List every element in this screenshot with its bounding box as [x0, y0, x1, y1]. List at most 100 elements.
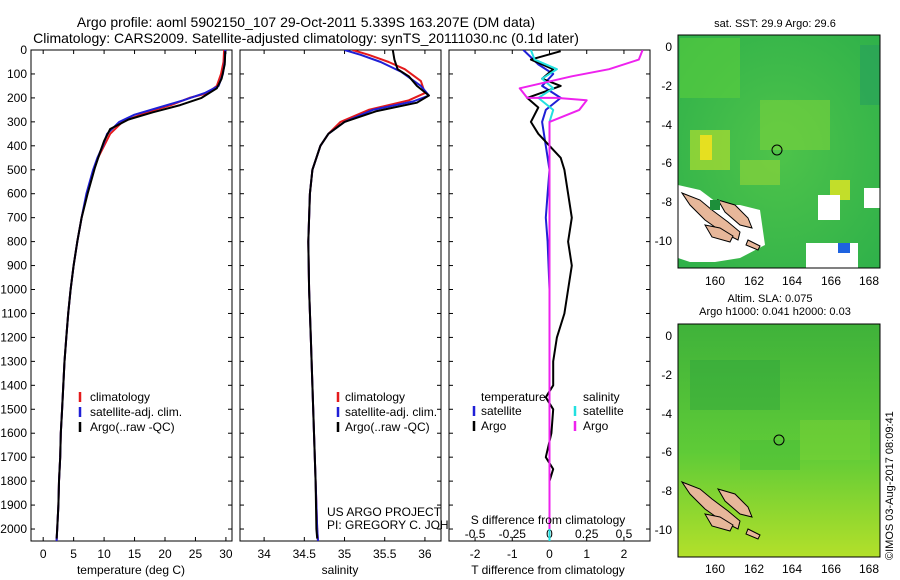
difference-x-ticks: -2 -1 0 1 2 — [470, 50, 628, 561]
island-shape — [680, 480, 741, 530]
difference-legend: temperature salinity satellite Argo sate… — [472, 390, 624, 433]
sst-cold-spot — [838, 243, 850, 253]
depth-tick-label: 1200 — [0, 330, 27, 344]
x-tick-label: -1 — [507, 547, 518, 561]
difference-xlabel: T difference from climatology — [471, 563, 625, 577]
depth-tick-label: 300 — [7, 115, 27, 129]
island-shape — [716, 488, 753, 518]
x-tick-label: 5 — [70, 547, 77, 561]
map-ytick: -4 — [661, 118, 672, 132]
map-xtick: 164 — [782, 274, 802, 288]
depth-tick-label: 900 — [7, 259, 27, 273]
x-top-tick-label: 0.25 — [575, 527, 599, 541]
depth-tick-label: 400 — [7, 139, 27, 153]
depth-tick-label: 1000 — [0, 283, 27, 297]
map-ytick: -8 — [661, 484, 672, 498]
sst-map-field — [678, 35, 880, 268]
sla-patch — [740, 440, 800, 470]
sst-map-yticks: 0 -2 -4 -6 -8 -10 — [655, 40, 673, 248]
depth-tick-label: 1300 — [0, 354, 27, 368]
legend-label-argo: Argo(..raw -QC) — [90, 420, 175, 434]
sst-missing-data — [864, 188, 880, 208]
argo-float-position-marker — [773, 434, 785, 446]
x-tick-label: 15 — [128, 547, 142, 561]
difference-y-ticks — [449, 49, 650, 530]
x-tick-label: 35.5 — [373, 547, 397, 561]
map-ytick: 0 — [665, 40, 672, 54]
depth-tick-label: 700 — [7, 211, 27, 225]
salinity-legend: climatology satellite-adj. clim. Argo(..… — [336, 390, 437, 434]
map-ytick: -8 — [661, 195, 672, 209]
temperature-legend: climatology satellite-adj. clim. Argo(..… — [78, 390, 182, 434]
legend-label-argo: Argo(..raw -QC) — [345, 420, 430, 434]
sst-map-frame — [677, 34, 881, 269]
map-xtick: 160 — [705, 562, 725, 576]
map-xtick: 168 — [859, 274, 879, 288]
map-ytick: -10 — [655, 234, 673, 248]
x-top-tick-label: 0.5 — [616, 527, 633, 541]
series-line-s-argo — [518, 50, 644, 529]
temperature-xlabel: temperature (deg C) — [77, 563, 185, 577]
legend-heading-salinity: salinity — [583, 390, 620, 404]
depth-tick-label: 200 — [7, 91, 27, 105]
x-tick-label: 1 — [583, 547, 590, 561]
sst-missing-data — [818, 195, 840, 220]
difference-xlabel-top: S difference from climatology — [471, 513, 626, 527]
x-tick-label: 0 — [40, 547, 47, 561]
legend-label-s-argo: Argo — [583, 419, 609, 433]
depth-tick-label: 800 — [7, 235, 27, 249]
map-ytick: -6 — [661, 445, 672, 459]
map-xtick: 166 — [821, 274, 841, 288]
legend-label-s-satellite: satellite — [583, 404, 624, 418]
difference-series — [518, 50, 644, 541]
legend-label-satellite: satellite-adj. clim. — [90, 405, 182, 419]
project-label: US ARGO PROJECT — [327, 505, 442, 519]
sst-patch — [740, 160, 780, 185]
island-shape — [745, 528, 761, 540]
legend-label-climatology: climatology — [90, 390, 150, 404]
x-tick-label: 25 — [189, 547, 203, 561]
island-shape — [716, 199, 753, 229]
map-xtick: 164 — [782, 562, 802, 576]
x-tick-label: 34 — [257, 547, 271, 561]
figure-title-line1: Argo profile: aoml 5902150_107 29-Oct-20… — [77, 14, 535, 30]
sla-patch — [800, 420, 870, 460]
depth-tick-label: 0 — [20, 43, 27, 57]
depth-tick-label: 600 — [7, 187, 27, 201]
depth-tick-label: 1100 — [1, 306, 27, 320]
sla-map-field — [678, 324, 880, 557]
x-top-tick-label: -0.25 — [499, 527, 527, 541]
legend-label-t-satellite: satellite — [481, 404, 522, 418]
temperature-series — [55, 50, 227, 541]
salinity-panel: 34 34.5 35 35.5 36 salinity climatology sate… — [239, 49, 483, 577]
x-tick-label: 0 — [546, 547, 553, 561]
depth-tick-label: 1900 — [0, 498, 27, 512]
sst-patch — [680, 38, 740, 98]
sla-map-yticks: 0 -2 -4 -6 -8 -10 — [655, 329, 673, 537]
map-ytick: -2 — [661, 368, 672, 382]
depth-tick-label: 2000 — [0, 522, 27, 536]
map-ytick: -6 — [661, 156, 672, 170]
sst-missing-data — [806, 243, 858, 268]
depth-tick-label: 1800 — [0, 474, 27, 488]
imos-timestamp: ©IMOS 03-Aug-2017 08:09:41 — [884, 411, 896, 560]
sst-map-xticks: 160 162 164 166 168 — [705, 274, 879, 288]
salinity-xlabel: salinity — [322, 563, 359, 577]
depth-tick-label: 500 — [7, 163, 27, 177]
series-line-argo — [55, 51, 227, 539]
x-tick-label: 10 — [97, 547, 111, 561]
x-tick-label: 20 — [158, 547, 172, 561]
depth-tick-label: 1500 — [0, 402, 27, 416]
x-tick-label: 34.5 — [293, 547, 317, 561]
salinity-x-ticks: 34 34.5 35 35.5 36 — [257, 50, 432, 561]
legend-label-satellite: satellite-adj. clim. — [345, 405, 437, 419]
x-tick-label: 2 — [621, 547, 628, 561]
salinity-y-ticks — [240, 49, 441, 530]
series-line-argo — [307, 50, 430, 539]
sla-patch — [690, 360, 780, 410]
legend-label-climatology: climatology — [345, 390, 405, 404]
x-tick-label: -2 — [470, 547, 481, 561]
sst-patch — [760, 100, 830, 150]
map-xtick: 166 — [821, 562, 841, 576]
x-top-tick-label: -0.5 — [465, 527, 486, 541]
